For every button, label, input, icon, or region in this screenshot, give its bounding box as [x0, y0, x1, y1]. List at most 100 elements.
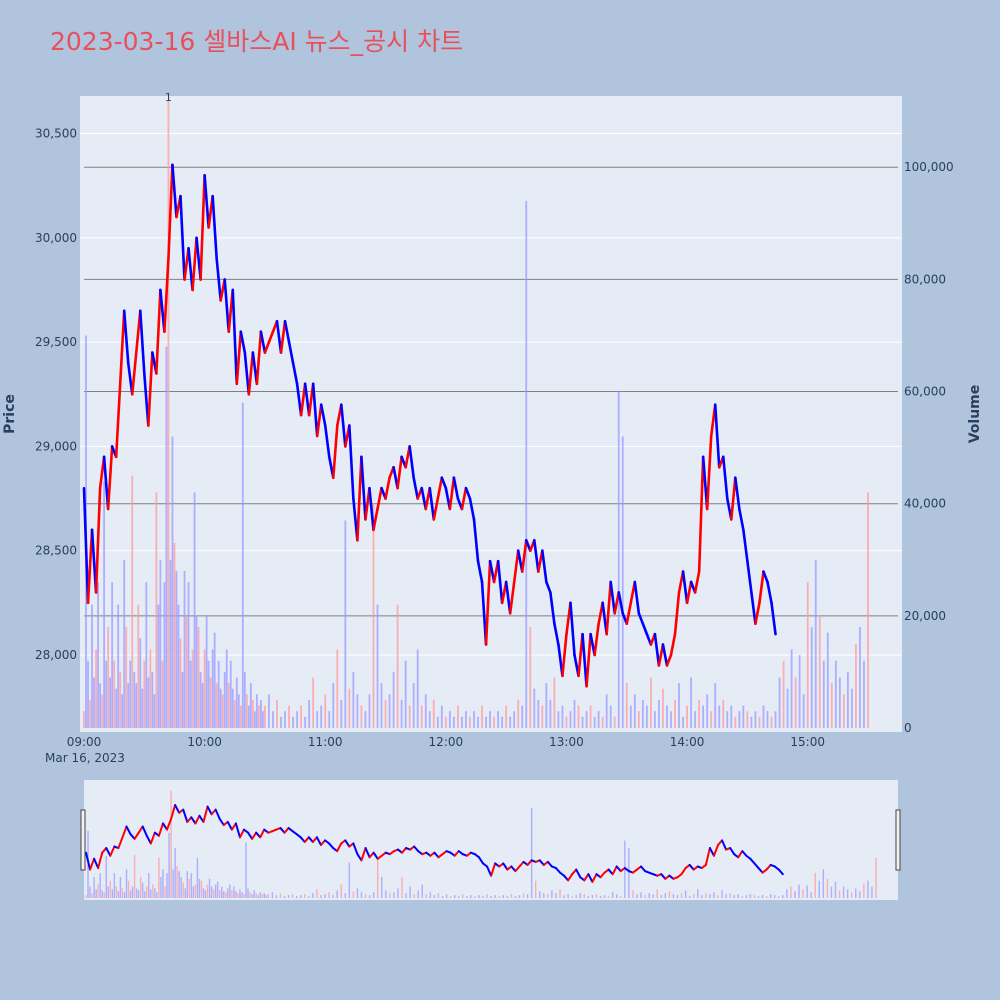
mini-volume-bar: [607, 896, 610, 898]
price-tick-label: 28,500: [35, 544, 77, 558]
mini-price-segment: [510, 865, 517, 873]
mini-volume-bar: [196, 857, 199, 898]
mini-volume-bar: [778, 896, 780, 898]
price-segment: [239, 330, 247, 354]
price-segment: [315, 403, 323, 438]
mini-price-segment: [433, 851, 440, 859]
price-segment: [460, 486, 468, 511]
mini-volume-bar: [117, 891, 120, 898]
mini-volume-bar: [300, 895, 302, 898]
mini-volume-bar: [676, 895, 679, 898]
mini-price-segment: [372, 851, 379, 860]
mini-price-segment: [765, 863, 772, 871]
price-segment: [215, 257, 222, 302]
price-segment: [82, 486, 90, 605]
volume-bar: [597, 711, 600, 728]
mini-volume-bar: [425, 894, 428, 898]
annotation-label: 1: [165, 91, 172, 104]
volume-bar: [388, 694, 391, 728]
mini-volume-bar: [502, 895, 504, 898]
mini-volume-bar: [241, 892, 243, 898]
mini-volume-bar: [587, 896, 590, 898]
mini-volume-bar: [381, 876, 383, 898]
mini-price-segment: [157, 822, 164, 837]
volume-bar: [101, 694, 103, 728]
volume-bar: [141, 688, 144, 728]
mini-volume-bar: [107, 886, 109, 898]
volume-bar: [549, 699, 552, 728]
mini-volume-bar: [113, 873, 116, 898]
price-segment: [637, 611, 645, 626]
mini-price-segment: [166, 817, 173, 831]
volume-bar: [545, 683, 548, 728]
volume-bar: [203, 649, 206, 728]
mini-price-segment: [234, 822, 241, 839]
volume-bar: [814, 559, 817, 728]
mini-volume-bar: [875, 857, 877, 898]
price-segment: [496, 559, 504, 605]
volume-bar: [565, 716, 568, 728]
range-slider-right-handle[interactable]: [895, 809, 901, 871]
price-segment: [770, 601, 777, 636]
mini-price-segment: [307, 836, 314, 843]
mini-volume-bar: [470, 895, 472, 898]
mini-price-segment: [85, 851, 92, 871]
volume-bar: [117, 604, 120, 728]
mini-volume-bar: [482, 896, 484, 898]
volume-bar: [324, 694, 327, 728]
volume-bar: [766, 711, 769, 728]
price-segment: [243, 351, 251, 396]
mini-price-segment: [259, 828, 266, 839]
volume-bar: [863, 660, 865, 728]
volume-bar: [155, 492, 158, 728]
mini-volume-bar: [263, 893, 265, 898]
mini-volume-bar: [616, 894, 618, 898]
mini-volume-bar: [530, 807, 533, 898]
mini-volume-bar: [595, 894, 598, 898]
volume-bar: [513, 711, 516, 728]
mini-price-segment: [615, 865, 622, 873]
mini-volume-bar: [830, 886, 833, 898]
mini-volume-bar: [257, 895, 259, 898]
price-segment: [396, 455, 403, 490]
price-segment: [231, 288, 239, 386]
mini-volume-bar: [672, 894, 675, 898]
volume-bar: [541, 705, 544, 728]
mini-volume-bar: [225, 892, 227, 898]
mini-volume-bar: [486, 894, 488, 898]
mini-volume-bar: [603, 895, 606, 898]
mini-volume-bar: [144, 891, 146, 898]
mini-price-segment: [218, 817, 225, 827]
range-slider[interactable]: [80, 780, 901, 900]
volume-bar: [177, 604, 180, 728]
mini-volume-bar: [192, 886, 195, 898]
mini-volume-bar: [97, 884, 99, 898]
volume-bar: [217, 660, 220, 728]
range-slider-left-handle[interactable]: [80, 809, 86, 871]
volume-bar: [292, 716, 294, 728]
price-segment: [171, 163, 178, 219]
volume-bar: [99, 683, 101, 728]
volume-bar: [396, 604, 399, 728]
volume-bar: [193, 492, 196, 728]
mini-price-segment: [328, 842, 335, 850]
volume-bar: [778, 677, 781, 728]
price-segment: [255, 330, 263, 386]
volume-bar: [336, 649, 339, 728]
mini-volume-bar: [397, 888, 399, 898]
price-segment: [340, 403, 347, 448]
mini-price-segment: [303, 836, 310, 843]
mini-volume-bar: [749, 894, 752, 898]
main-plot[interactable]: 1: [80, 91, 902, 732]
volume-bar: [215, 683, 218, 728]
mini-volume-bar: [364, 894, 367, 898]
mini-volume-bar: [150, 889, 152, 898]
volume-bar: [557, 711, 560, 728]
chart-title: 2023-03-16 셀바스AI 뉴스_공시 차트: [50, 27, 463, 56]
price-segment: [754, 601, 761, 626]
volume-bar: [537, 699, 540, 728]
volume-bar: [649, 677, 652, 728]
mini-volume-bar: [287, 895, 290, 898]
volume-bar: [525, 200, 528, 728]
volume-tick-label: 100,000: [904, 160, 954, 174]
